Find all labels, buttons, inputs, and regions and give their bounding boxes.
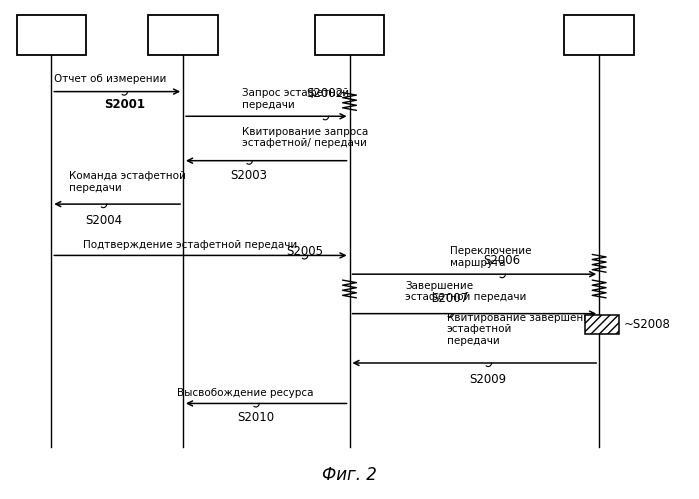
- Text: S2009: S2009: [470, 373, 507, 386]
- Bar: [315, 15, 384, 54]
- Bar: [585, 315, 619, 334]
- Text: S2010: S2010: [238, 411, 275, 424]
- Text: S2003: S2003: [231, 169, 268, 182]
- Text: eNB: eNB: [162, 28, 193, 41]
- Text: Переключение
маршрута: Переключение маршрута: [450, 246, 531, 268]
- Text: Фиг. 2: Фиг. 2: [322, 466, 377, 484]
- Text: 2: 2: [367, 34, 373, 43]
- Bar: [17, 15, 86, 54]
- Text: Отчет об измерении: Отчет об измерении: [54, 74, 166, 84]
- Text: S2004: S2004: [85, 214, 122, 227]
- Text: S2007: S2007: [431, 292, 468, 305]
- Text: Квитирование запроса
эстафетной/ передачи: Квитирование запроса эстафетной/ передач…: [242, 127, 368, 148]
- Text: 1: 1: [201, 34, 207, 43]
- Text: S2002: S2002: [307, 87, 344, 100]
- Text: Запрос эстафетной
передачи: Запрос эстафетной передачи: [242, 88, 349, 110]
- Text: Квитирование завершения
эстафетной
передачи: Квитирование завершения эстафетной перед…: [447, 312, 596, 346]
- Text: Команда эстафетной
передачи: Команда эстафетной передачи: [69, 171, 185, 193]
- Text: MME/шлюз
SAE: MME/шлюз SAE: [564, 23, 635, 46]
- Text: S2001: S2001: [103, 97, 145, 110]
- Bar: [148, 15, 218, 54]
- Text: Высвобождение ресурса: Высвобождение ресурса: [178, 388, 314, 398]
- Text: S2006: S2006: [484, 254, 521, 267]
- Text: UE: UE: [41, 28, 62, 41]
- Text: S2005: S2005: [286, 245, 323, 257]
- Text: Подтверждение эстафетной передачи: Подтверждение эстафетной передачи: [83, 240, 297, 250]
- Text: eNB: eNB: [329, 28, 359, 41]
- Text: Завершение
эстафетной передачи: Завершение эстафетной передачи: [405, 281, 526, 302]
- Text: ~S2008: ~S2008: [624, 318, 670, 331]
- Bar: [565, 15, 634, 54]
